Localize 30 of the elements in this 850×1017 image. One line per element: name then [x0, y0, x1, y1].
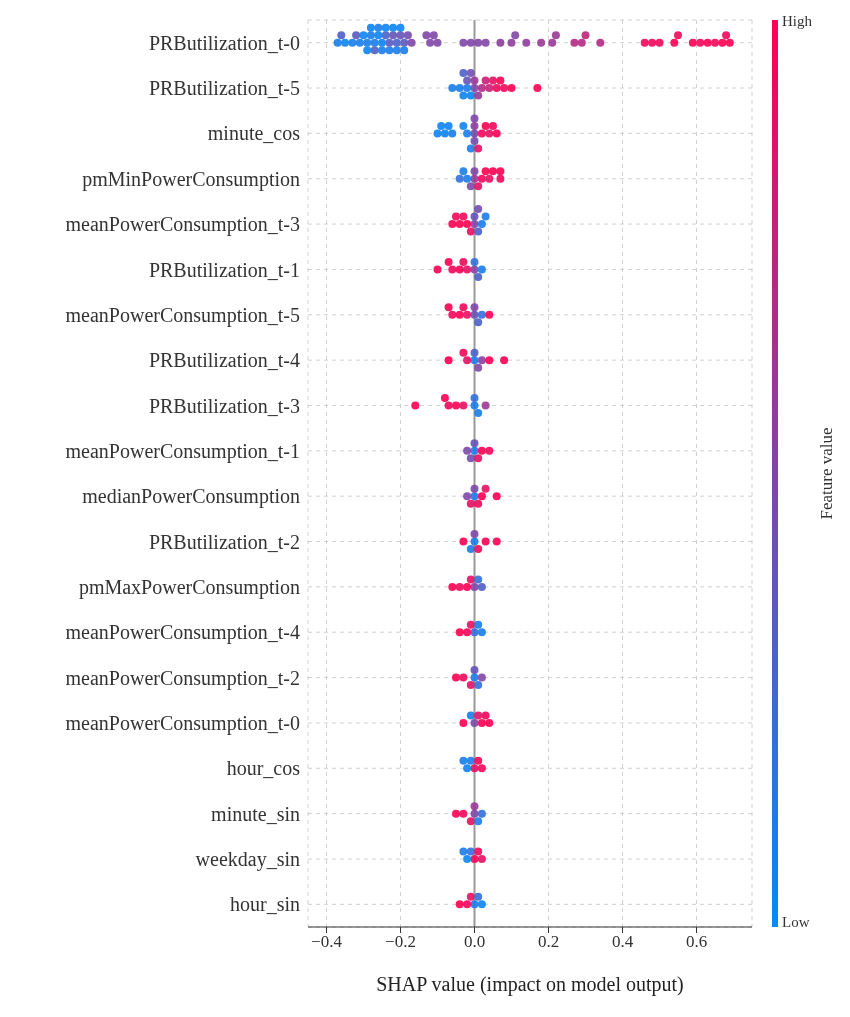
y-tick-label: PRButilization_t-4 [148, 349, 300, 372]
x-tick-label: 0.0 [463, 932, 486, 952]
color-bar-title: Feature value [817, 427, 836, 520]
y-tick-label: meanPowerConsumption_t-2 [65, 666, 300, 690]
y-tick-label: meanPowerConsumption_t-3 [65, 213, 300, 237]
x-tick-label: −0.2 [385, 932, 416, 952]
y-tick-label: meanPowerConsumption_t-0 [65, 712, 300, 736]
color-bar-label: High [782, 13, 813, 29]
y-tick-label: meanPowerConsumption_t-4 [65, 621, 300, 645]
y-tick-label: PRButilization_t-0 [148, 31, 300, 54]
x-tick-label: −0.4 [311, 932, 343, 952]
y-tick-label: meanPowerConsumption_t-5 [65, 303, 300, 327]
x-tick-label: 0.2 [537, 932, 560, 952]
y-tick-label: minute_sin [211, 802, 300, 825]
y-tick-label: pmMinPowerConsumption [82, 167, 300, 191]
y-tick-label: hour_cos [226, 757, 301, 780]
x-axis-title: SHAP value (impact on model output) [376, 973, 684, 996]
y-tick-label: meanPowerConsumption_t-1 [65, 439, 300, 463]
y-tick-label: weekday_sin [195, 848, 300, 872]
y-tick-label: hour_sin [230, 893, 300, 916]
y-tick-label: PRButilization_t-1 [148, 258, 300, 281]
y-tick-label: PRButilization_t-2 [148, 530, 300, 553]
y-tick-label: minute_cos [207, 122, 301, 145]
y-tick-label: pmMaxPowerConsumption [78, 575, 300, 599]
y-tick-label: PRButilization_t-5 [148, 77, 300, 100]
y-tick-label: medianPowerConsumption [82, 485, 300, 509]
x-tick-label: 0.4 [611, 932, 634, 952]
color-bar-label: Low [782, 914, 810, 930]
x-tick-label: 0.6 [685, 932, 708, 952]
y-tick-label: PRButilization_t-3 [148, 394, 300, 417]
